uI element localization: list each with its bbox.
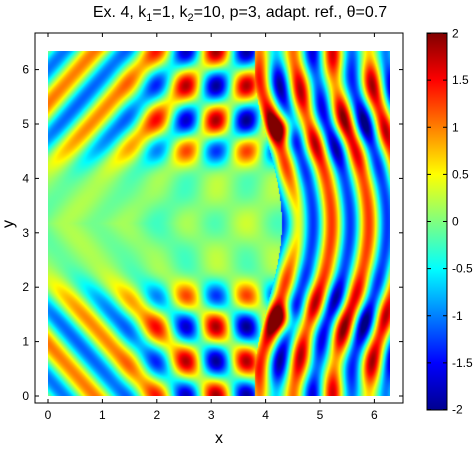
x-axis-ticks: 0 1 2 3 4 5 6 <box>45 33 378 422</box>
x-axis-label: x <box>215 430 223 447</box>
colorbar-tick-label: -2 <box>452 403 463 417</box>
x-tick-label: 4 <box>262 408 269 422</box>
x-tick-label: 6 <box>371 408 378 422</box>
heatmap-field <box>48 51 390 396</box>
colorbar-tick-label: 1 <box>452 120 459 134</box>
y-axis-label: y <box>0 220 17 228</box>
x-tick-label: 1 <box>99 408 106 422</box>
y-tick-label: 6 <box>22 63 29 77</box>
colorbar-tick-label: 0.5 <box>452 167 469 181</box>
x-tick-label: 5 <box>317 408 324 422</box>
y-tick-label: 3 <box>22 226 29 240</box>
y-tick-label: 0 <box>22 389 29 403</box>
colorbar-tick-label: -1.5 <box>452 356 473 370</box>
x-tick-label: 0 <box>45 408 52 422</box>
plot-frame <box>34 32 404 404</box>
colorbar-tick-label: 0 <box>452 215 459 229</box>
x-tick-label: 2 <box>153 408 160 422</box>
colorbar-tick-label: 1.5 <box>452 73 469 87</box>
chart-title: Ex. 4, k1=1, k2=10, p=3, adapt. ref., θ=… <box>93 4 387 24</box>
y-tick-label: 1 <box>22 335 29 349</box>
colorbar-ticks: -2 -1.5 -1 -0.5 0 0.5 1 1.5 2 <box>427 27 473 417</box>
colorbar-tick-label: 2 <box>452 27 459 41</box>
y-tick-label: 4 <box>22 171 29 185</box>
colorbar-tick-label: -0.5 <box>452 262 473 276</box>
y-tick-label: 2 <box>22 280 29 294</box>
x-tick-label: 3 <box>208 408 215 422</box>
y-tick-label: 5 <box>22 117 29 131</box>
colorbar-tick-label: -1 <box>452 309 463 323</box>
y-axis-ticks: 0 1 2 3 4 5 6 <box>22 63 403 403</box>
